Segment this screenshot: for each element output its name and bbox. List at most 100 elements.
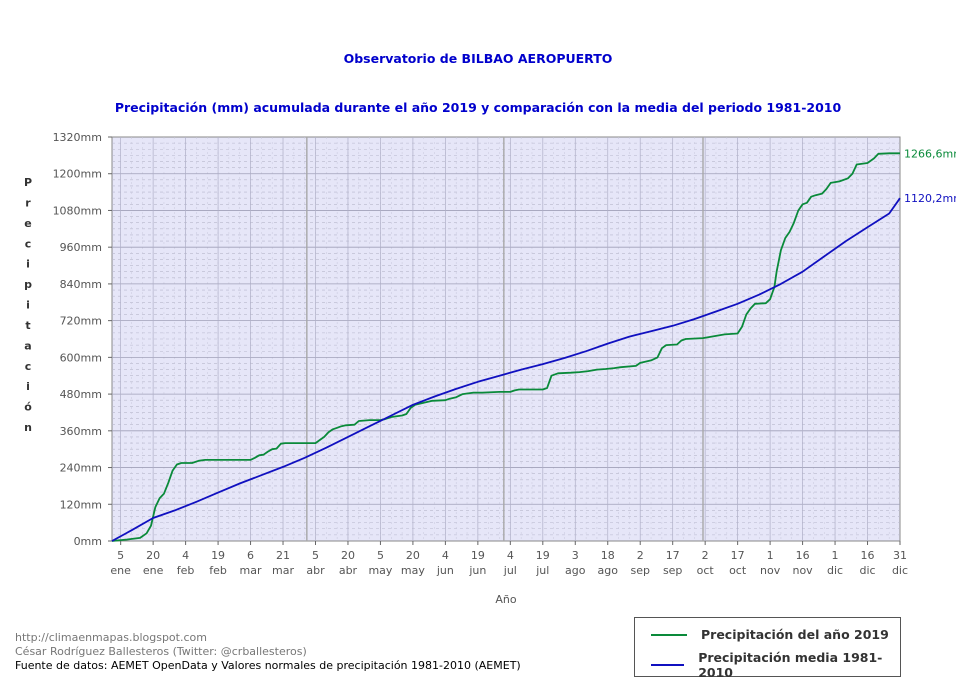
- legend-item-media: Precipitación media 1981-2010: [651, 650, 900, 680]
- y-tick-label: 1200mm: [53, 168, 102, 181]
- x-tick-day: 4: [442, 549, 449, 562]
- x-tick-month: dic: [892, 564, 908, 577]
- y-label-letter: i: [26, 258, 30, 271]
- x-axis-ticks: 5ene20ene4feb19feb6mar21mar5abr20abr5may…: [110, 541, 908, 577]
- plot-area: [111, 136, 901, 542]
- x-tick-day: 4: [182, 549, 189, 562]
- x-tick-month: ago: [565, 564, 586, 577]
- y-label-letter: ó: [24, 401, 32, 414]
- y-label-letter: p: [24, 278, 32, 291]
- x-tick-month: mar: [240, 564, 262, 577]
- x-tick-day: 31: [893, 549, 907, 562]
- x-tick-month: ene: [143, 564, 164, 577]
- y-label-letter: c: [25, 360, 32, 373]
- x-tick-month: may: [401, 564, 425, 577]
- x-tick-day: 19: [471, 549, 485, 562]
- y-tick-label: 480mm: [60, 388, 102, 401]
- x-tick-month: ene: [110, 564, 131, 577]
- x-tick-month: jun: [468, 564, 486, 577]
- y-label-letter: n: [24, 421, 32, 434]
- chart-title: Observatorio de BILBAO AEROPUERTO: [343, 51, 613, 66]
- x-tick-day: 5: [312, 549, 319, 562]
- chart-subtitle: Precipitación (mm) acumulada durante el …: [114, 100, 842, 115]
- x-tick-month: ago: [598, 564, 619, 577]
- y-axis-ticks: 0mm 120mm 240mm 360mm 480mm 600mm 720mm 840mm 96…: [53, 131, 112, 548]
- y-axis-label: Precipitación: [24, 176, 32, 434]
- x-tick-month: dic: [827, 564, 843, 577]
- y-label-letter: c: [25, 237, 32, 250]
- footer-blog: http://climaenmapas.blogspot.com: [15, 631, 207, 644]
- footer-source: Fuente de datos: AEMET OpenData y Valore…: [15, 659, 521, 672]
- y-tick-label: 360mm: [60, 425, 102, 438]
- x-tick-day: 17: [731, 549, 745, 562]
- x-tick-month: feb: [177, 564, 195, 577]
- y-label-letter: a: [24, 339, 31, 352]
- gridlines: [112, 137, 900, 541]
- legend-swatch-2019: [651, 633, 687, 636]
- x-tick-day: 16: [861, 549, 875, 562]
- legend: Precipitación del año 2019 Precipitación…: [634, 617, 901, 680]
- y-label-letter: r: [25, 196, 31, 209]
- x-tick-day: 1: [767, 549, 774, 562]
- x-tick-month: oct: [697, 564, 715, 577]
- x-tick-month: jun: [436, 564, 454, 577]
- legend-label-media: Precipitación media 1981-2010: [698, 650, 883, 680]
- x-tick-day: 16: [796, 549, 810, 562]
- legend-item-2019: Precipitación del año 2019: [651, 627, 889, 642]
- x-tick-month: jul: [503, 564, 517, 577]
- x-tick-month: oct: [729, 564, 747, 577]
- x-tick-day: 1: [832, 549, 839, 562]
- y-tick-label: 1080mm: [53, 204, 102, 217]
- x-tick-month: jul: [535, 564, 549, 577]
- x-tick-day: 5: [377, 549, 384, 562]
- x-tick-day: 17: [666, 549, 680, 562]
- x-tick-day: 2: [637, 549, 644, 562]
- x-tick-day: 19: [536, 549, 550, 562]
- y-label-letter: i: [26, 380, 30, 393]
- y-tick-label: 840mm: [60, 278, 102, 291]
- y-label-letter: P: [24, 176, 32, 189]
- end-label-media: 1120,2mm: [904, 192, 956, 205]
- x-axis-label: Año: [495, 593, 516, 606]
- x-tick-day: 3: [572, 549, 579, 562]
- x-tick-month: nov: [792, 564, 813, 577]
- x-tick-month: may: [368, 564, 392, 577]
- y-tick-label: 1320mm: [53, 131, 102, 144]
- x-tick-day: 5: [117, 549, 124, 562]
- legend-label-2019: Precipitación del año 2019: [701, 627, 889, 642]
- x-tick-day: 4: [507, 549, 514, 562]
- x-tick-day: 21: [276, 549, 290, 562]
- x-tick-day: 20: [146, 549, 160, 562]
- y-label-letter: t: [25, 319, 30, 332]
- end-label-2019: 1266,6mm: [904, 147, 956, 160]
- y-tick-label: 0mm: [74, 535, 102, 548]
- x-tick-day: 18: [601, 549, 615, 562]
- x-tick-month: dic: [859, 564, 875, 577]
- series-end-labels: 1266,6mm 1120,2mm: [904, 147, 956, 205]
- y-label-letter: i: [26, 299, 30, 312]
- series-line-media: [111, 197, 901, 542]
- legend-swatch-media: [651, 664, 685, 666]
- x-tick-day: 20: [341, 549, 355, 562]
- x-tick-day: 19: [211, 549, 225, 562]
- x-tick-month: sep: [630, 564, 649, 577]
- x-tick-month: sep: [663, 564, 682, 577]
- series-line-2019: [111, 152, 900, 542]
- y-label-letter: e: [24, 217, 31, 230]
- x-tick-month: abr: [306, 564, 325, 577]
- x-tick-month: mar: [272, 564, 294, 577]
- y-tick-label: 960mm: [60, 241, 102, 254]
- y-tick-label: 600mm: [60, 351, 102, 364]
- x-tick-day: 6: [247, 549, 254, 562]
- y-tick-label: 720mm: [60, 315, 102, 328]
- x-tick-month: nov: [760, 564, 781, 577]
- x-tick-day: 20: [406, 549, 420, 562]
- x-tick-month: feb: [209, 564, 227, 577]
- x-tick-day: 2: [702, 549, 709, 562]
- series-lines: [111, 152, 901, 542]
- y-tick-label: 120mm: [60, 498, 102, 511]
- chart-svg: 0mm 120mm 240mm 360mm 480mm 600mm 720mm 840mm 96…: [24, 131, 956, 606]
- x-tick-month: abr: [339, 564, 358, 577]
- footer-author: César Rodríguez Ballesteros (Twitter: @c…: [15, 645, 307, 658]
- y-tick-label: 240mm: [60, 462, 102, 475]
